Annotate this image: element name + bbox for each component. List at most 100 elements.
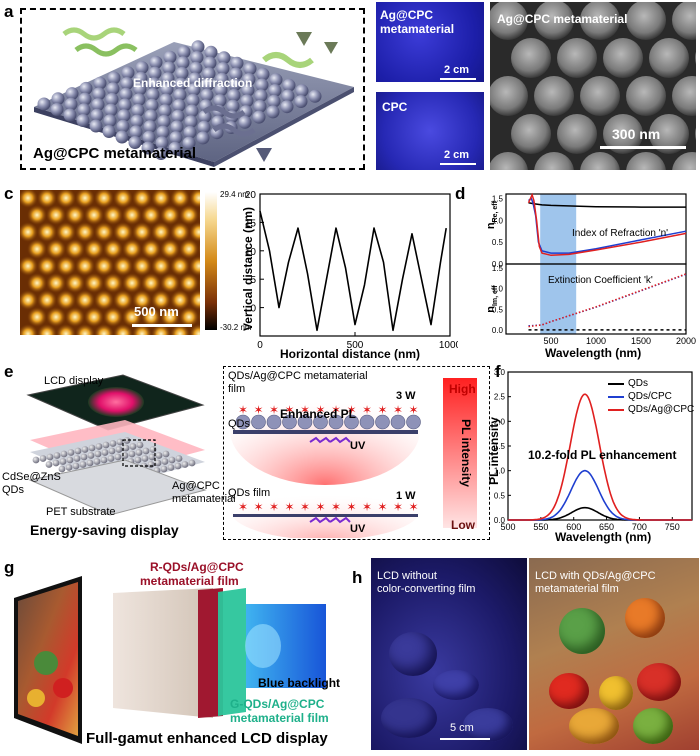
e-power-low: 1 W — [396, 490, 416, 502]
chart-f-ytick: 0.5 — [494, 491, 506, 500]
photo-cpc-scale: 2 cm — [444, 149, 470, 161]
chart-d-bottom-ylabel: nIm, eff — [484, 285, 500, 313]
chart-d-top-line-1 — [528, 197, 687, 254]
e-film-title-l2: film — [228, 383, 246, 395]
chart-f-ytick: 2.0 — [494, 417, 506, 426]
e-bar-high: High — [449, 382, 476, 396]
photo-cpc-title: CPC — [382, 100, 408, 114]
e-qds: QDs — [228, 418, 250, 430]
sem-title: Ag@CPC metamaterial — [497, 12, 628, 26]
chart-f-ytick: 2.5 — [494, 393, 506, 402]
e-bar-title: PL intensity — [459, 419, 473, 487]
chart-c-profile-line — [259, 210, 447, 332]
chart-d-top-ytick: 0.0 — [492, 260, 504, 269]
g-g-film-l1: G-QDs/Ag@CPC — [230, 697, 325, 711]
chart-c-ytick: 15 — [245, 218, 257, 229]
svg-text:✶: ✶ — [238, 500, 248, 514]
chart-f-legend-item: QDs — [608, 378, 694, 389]
chart-f-xtick: 700 — [632, 522, 647, 532]
panel-label-c: c — [4, 184, 14, 203]
chart-c-ytick: 20 — [245, 190, 257, 201]
h-right-l1: LCD with QDs/Ag@CPC — [535, 570, 656, 582]
g-backlight: Blue backlight — [258, 676, 341, 690]
g-r-film-l2: metamaterial film — [140, 574, 239, 588]
e-qds-film: QDs film — [228, 487, 271, 499]
afm-scale: 500 nm — [134, 304, 179, 319]
chart-f-ylabel: PL intensity — [487, 417, 501, 485]
sphere-array — [37, 40, 322, 160]
chart-d-bottom-annot: Extinction Coefficient 'k' — [548, 275, 653, 286]
chart-c-xlabel: Horizontal distance (nm) — [280, 347, 421, 361]
chart-f-ytick: 1.0 — [494, 467, 506, 476]
chart-f-xtick: 650 — [599, 522, 614, 532]
photo-agcpc-scalebar — [440, 78, 476, 80]
chart-d-top-ytick: 1.5 — [492, 194, 504, 203]
chart-d-xtick: 1000 — [586, 336, 606, 346]
photo-agcpc — [376, 2, 484, 82]
chart-f-legend: QDs QDs/CPC QDs/Ag@CPC — [608, 378, 694, 417]
svg-text:✶: ✶ — [315, 403, 325, 417]
chart-f-xtick: 500 — [500, 522, 515, 532]
panel-label-g: g — [4, 558, 15, 577]
e-qds-label-l1: CdSe@ZnS — [2, 471, 61, 483]
h-left-l1: LCD without — [377, 570, 437, 582]
svg-text:✶: ✶ — [284, 403, 294, 417]
e-uv2: UV — [350, 523, 366, 535]
chart-d-top-ytick: 0.5 — [492, 238, 504, 247]
chart-d-top-line-2 — [527, 192, 687, 257]
chart-c-ytick: 0 — [250, 304, 256, 315]
chart-d-bottom-ytick: 1.5 — [492, 264, 504, 273]
e-caption: Energy-saving display — [30, 522, 179, 538]
svg-text:✶: ✶ — [253, 403, 263, 417]
chart-d-bottom-ytick: 1.0 — [492, 285, 504, 294]
e-qds-label-l2: QDs — [2, 484, 24, 496]
chart-c-ytick: 10 — [245, 247, 257, 258]
chart-f-ytick: 1.5 — [494, 442, 506, 451]
legend-label: QDs — [628, 378, 648, 389]
legend-swatch — [608, 382, 624, 385]
h-right-l2: metamaterial film — [535, 583, 619, 595]
photo-cpc — [376, 92, 484, 170]
svg-text:✶: ✶ — [284, 500, 294, 514]
e-agcpc-label-l1: Ag@CPC — [172, 480, 220, 492]
chart-d-top-ylabel: nRe, eff — [484, 201, 500, 230]
chart-c-xtick: 1000 — [439, 340, 458, 351]
svg-text:✶: ✶ — [362, 500, 372, 514]
panel-label-d: d — [455, 184, 466, 203]
svg-text:✶: ✶ — [346, 403, 356, 417]
panel-label-a: a — [4, 2, 14, 21]
e-power-high: 3 W — [396, 390, 416, 402]
panel-a-frame — [20, 8, 365, 170]
svg-text:✶: ✶ — [300, 403, 310, 417]
colorbar-min: -30.2 nm — [220, 323, 252, 332]
svg-text:✶: ✶ — [408, 500, 418, 514]
photo-lcd-with-film — [529, 558, 699, 750]
chart-c-ylabel: Vertical distance (nm) — [241, 206, 255, 332]
e-film-title-l1: QDs/Ag@CPC metamaterial — [228, 370, 368, 382]
chart-d-xlabel: Wavelength (nm) — [545, 346, 642, 360]
g-g-film-l2: metamaterial film — [230, 711, 329, 725]
chart-f-series-1 — [508, 469, 692, 521]
legend-label: QDs/Ag@CPC — [628, 404, 695, 415]
pl-spectra-chart: 0.0 0.5 1.0 1.5 2.0 2.5 3.0 500 550 600 650 700 750 — [494, 368, 693, 532]
chart-d-xtick: 1500 — [631, 336, 651, 346]
h-scale: 5 cm — [450, 722, 474, 734]
g-r-film-l1: R-QDs/Ag@CPC — [150, 560, 244, 574]
svg-text:✶: ✶ — [377, 403, 387, 417]
e-bar-low: Low — [451, 518, 475, 532]
svg-text:✶: ✶ — [393, 403, 403, 417]
svg-text:✶: ✶ — [408, 403, 418, 417]
sem-scalebar — [600, 146, 686, 149]
svg-text:✶: ✶ — [346, 500, 356, 514]
chart-d-xtick: 500 — [543, 336, 558, 346]
svg-text:✶: ✶ — [331, 403, 341, 417]
chart-f-ytick: 3.0 — [494, 368, 506, 377]
chart-d-xtick: 2000 — [676, 336, 696, 346]
panel-label-h: h — [352, 568, 363, 587]
panel-a-caption: Ag@CPC metamaterial — [33, 145, 197, 162]
chart-d-bottom-ytick: 0.5 — [492, 305, 504, 314]
metamaterial-illustration — [34, 27, 354, 167]
h-scalebar — [440, 738, 490, 740]
svg-text:✶: ✶ — [238, 403, 248, 417]
